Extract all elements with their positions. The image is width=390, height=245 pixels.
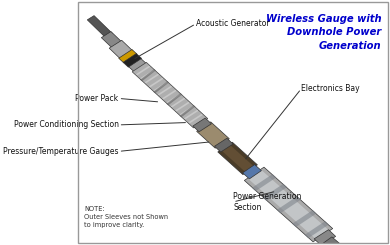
Polygon shape	[221, 144, 254, 172]
Text: Power Pack: Power Pack	[75, 94, 119, 103]
Polygon shape	[180, 106, 198, 119]
Polygon shape	[218, 142, 257, 175]
Polygon shape	[171, 98, 189, 111]
Polygon shape	[132, 62, 207, 128]
Polygon shape	[292, 210, 317, 227]
Polygon shape	[136, 66, 154, 79]
Polygon shape	[158, 86, 176, 99]
Polygon shape	[215, 138, 233, 152]
Polygon shape	[245, 167, 333, 242]
Polygon shape	[263, 184, 287, 201]
Polygon shape	[141, 70, 158, 83]
Polygon shape	[184, 110, 202, 123]
Polygon shape	[140, 69, 156, 81]
Polygon shape	[101, 32, 122, 48]
Polygon shape	[87, 16, 113, 38]
Polygon shape	[154, 82, 172, 95]
Text: Electronics Bay: Electronics Bay	[301, 84, 360, 93]
Polygon shape	[176, 102, 193, 115]
Polygon shape	[123, 54, 142, 67]
Polygon shape	[149, 78, 167, 91]
Polygon shape	[189, 114, 207, 127]
Text: Pressure/Temperature Gauges: Pressure/Temperature Gauges	[3, 147, 119, 156]
Polygon shape	[128, 58, 146, 72]
Polygon shape	[153, 81, 169, 93]
Polygon shape	[119, 49, 137, 63]
Polygon shape	[323, 237, 340, 245]
Polygon shape	[109, 40, 133, 59]
Polygon shape	[167, 93, 182, 105]
Polygon shape	[277, 196, 301, 213]
Polygon shape	[179, 105, 195, 117]
Polygon shape	[145, 74, 163, 87]
Polygon shape	[252, 174, 276, 191]
Text: Wireless Gauge with
Downhole Power
Generation: Wireless Gauge with Downhole Power Gener…	[266, 14, 382, 50]
Polygon shape	[132, 62, 150, 75]
Polygon shape	[248, 169, 330, 240]
Text: Power Conditioning Section: Power Conditioning Section	[14, 120, 119, 129]
Text: Power Generation
Section: Power Generation Section	[233, 192, 301, 212]
Polygon shape	[243, 165, 261, 179]
Polygon shape	[314, 230, 336, 245]
Polygon shape	[193, 118, 211, 132]
Text: Acoustic Generator: Acoustic Generator	[196, 19, 269, 28]
Polygon shape	[305, 221, 329, 238]
Polygon shape	[163, 90, 181, 103]
Polygon shape	[167, 94, 185, 107]
Text: NOTE:
Outer Sleeves not Shown
to improve clarity.: NOTE: Outer Sleeves not Shown to improve…	[85, 206, 168, 228]
Polygon shape	[197, 122, 229, 148]
